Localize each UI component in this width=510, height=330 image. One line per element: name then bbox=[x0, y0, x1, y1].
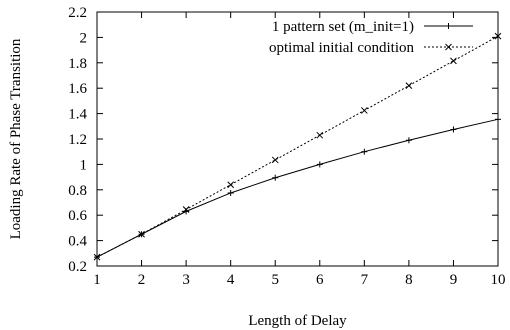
data-point bbox=[450, 57, 457, 65]
data-point bbox=[360, 107, 368, 114]
x-axis-title: Length of Delay bbox=[248, 313, 347, 329]
legend-marker bbox=[445, 23, 452, 29]
data-point bbox=[227, 181, 235, 189]
y-axis-title: Loading Rate of Phase Transition bbox=[8, 38, 24, 239]
y-tick-label: 0.2 bbox=[68, 259, 87, 275]
series-layer bbox=[93, 32, 502, 261]
y-tick-label: 0.8 bbox=[68, 183, 87, 199]
y-tick-label: 2.2 bbox=[68, 5, 87, 21]
x-tick-label: 8 bbox=[405, 272, 413, 288]
x-tick-label: 2 bbox=[138, 272, 146, 288]
data-point bbox=[272, 174, 279, 181]
x-tick-label: 10 bbox=[491, 272, 506, 288]
data-point bbox=[494, 32, 502, 40]
data-point bbox=[182, 206, 190, 213]
legend-marker bbox=[445, 43, 452, 51]
series-line bbox=[96, 118, 499, 258]
y-tick-label: 1.6 bbox=[68, 81, 87, 97]
data-point bbox=[93, 253, 101, 261]
y-tick-label: 1.4 bbox=[68, 107, 87, 123]
y-tick-label: 1.8 bbox=[68, 56, 87, 72]
data-point bbox=[138, 230, 145, 238]
data-point bbox=[227, 189, 234, 196]
series-2 bbox=[93, 32, 502, 261]
data-point bbox=[450, 126, 457, 133]
y-tick-label: 1.2 bbox=[68, 132, 87, 148]
data-point bbox=[271, 156, 279, 164]
series-line bbox=[96, 35, 499, 258]
data-point bbox=[316, 131, 324, 139]
x-tick-label: 4 bbox=[227, 272, 235, 288]
data-point bbox=[405, 82, 413, 90]
y-tick-label: 0.4 bbox=[68, 234, 87, 250]
y-tick-label: 2 bbox=[80, 30, 88, 46]
y-tick-label: 0.6 bbox=[68, 208, 87, 224]
x-tick-label: 5 bbox=[271, 272, 279, 288]
data-point bbox=[495, 116, 501, 123]
x-tick-label: 9 bbox=[450, 272, 458, 288]
y-tick-label: 1 bbox=[80, 157, 88, 173]
legend-label: 1 pattern set (m_init=1) bbox=[272, 19, 414, 35]
series-1 bbox=[94, 116, 501, 261]
x-tick-label: 6 bbox=[316, 272, 324, 288]
data-point bbox=[361, 148, 368, 155]
data-point bbox=[316, 161, 323, 168]
data-point bbox=[405, 137, 412, 144]
x-tick-label: 7 bbox=[361, 272, 369, 288]
x-tick-label: 1 bbox=[93, 272, 101, 288]
axis-ticks: 1 2 3 4 5 6 7 8 9 10 0.2 0.4 0.6 0.8 1 1.2 1.4 1.6 1.8 2 2.2 bbox=[68, 5, 505, 288]
legend-label: optimal initial condition bbox=[269, 40, 414, 56]
legend: 1 pattern set (m_init=1)optimal initial … bbox=[269, 19, 473, 56]
x-tick-label: 3 bbox=[182, 272, 190, 288]
